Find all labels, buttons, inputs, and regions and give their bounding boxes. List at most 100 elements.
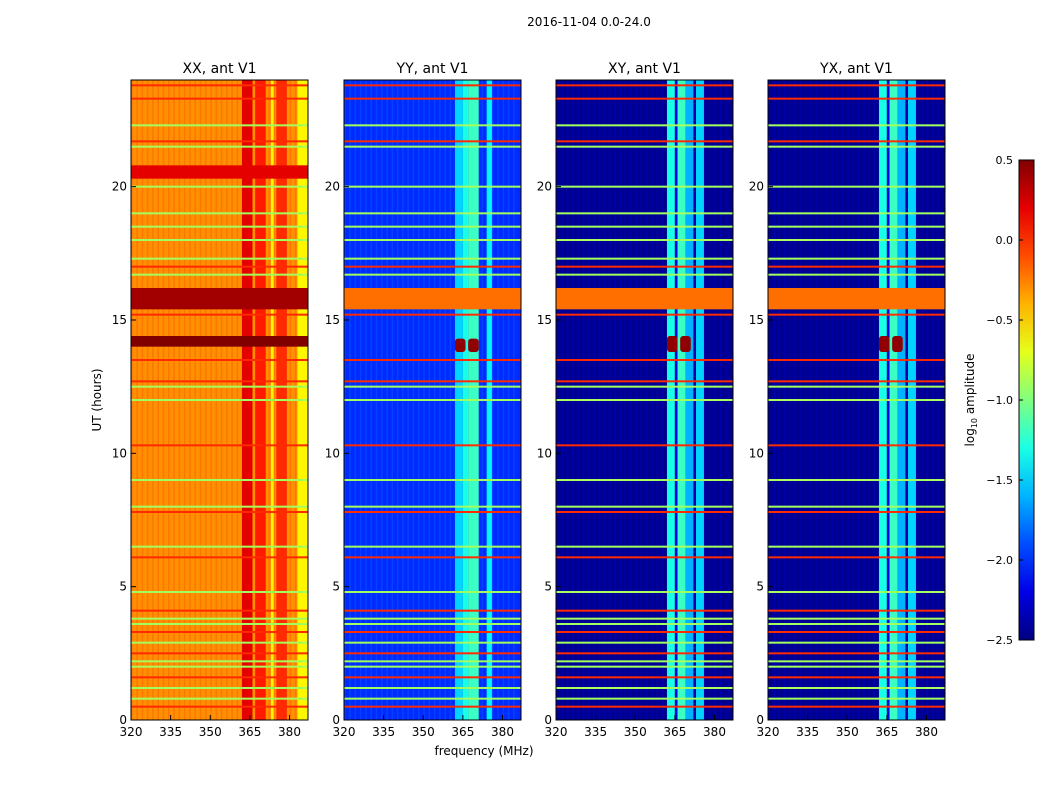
rfi-line-red [344, 631, 521, 633]
y-tick-label: 20 [749, 180, 764, 194]
x-tick-label: 335 [796, 725, 819, 739]
y-tick-label: 0 [544, 713, 552, 727]
rfi-line-green [556, 623, 733, 625]
rfi-line-red [556, 556, 733, 559]
rfi-line-red [131, 511, 308, 513]
rfi-line-green [768, 239, 945, 241]
rfi-line-green [768, 623, 945, 625]
rfi-line-green [344, 641, 521, 644]
rfi-line-green [768, 185, 945, 188]
y-tick-label: 10 [325, 446, 340, 460]
rfi-line-green [556, 665, 733, 668]
rfi-line-green [344, 505, 521, 508]
y-tick-label: 15 [112, 313, 127, 327]
y-tick-label: 0 [332, 713, 340, 727]
heatmap-hotspot [892, 336, 903, 352]
rfi-line-red [768, 652, 945, 655]
y-tick-label: 10 [112, 446, 127, 460]
rfi-line-red [131, 140, 308, 143]
rfi-line-green [131, 399, 308, 401]
rfi-line-red [344, 556, 521, 559]
rfi-line-green [344, 623, 521, 625]
rfi-line-green [556, 399, 733, 401]
rfi-line-red [131, 313, 308, 316]
rfi-line-green [344, 212, 521, 215]
rfi-line-red [768, 631, 945, 633]
rfi-line-green [344, 591, 521, 593]
rfi-line-red [344, 84, 521, 87]
rfi-line-green [131, 641, 308, 644]
rfi-line-red [131, 676, 308, 679]
rfi-line-green [556, 591, 733, 593]
rfi-line-green [768, 225, 945, 228]
rfi-line-red [131, 359, 308, 361]
rfi-line-green [768, 697, 945, 700]
rfi-line-green [344, 185, 521, 188]
panel-1: YY, ant V1 320 335 350 365 380 0 5 10 15 20 [325, 61, 522, 739]
rfi-line-red [344, 140, 521, 143]
rfi-line-green [556, 225, 733, 228]
colorbar-tick-label: −1.0 [986, 394, 1013, 407]
y-tick-label: 15 [325, 313, 340, 327]
rfi-line-green [768, 505, 945, 508]
rfi-line-red [768, 359, 945, 361]
heatmap-hotspot [878, 336, 890, 352]
heatmap-hotspot [680, 336, 691, 352]
rfi-line-red [556, 380, 733, 383]
rfi-line-green [768, 399, 945, 401]
rfi-line-red [131, 444, 308, 447]
rfi-line-green [556, 273, 733, 276]
rfi-line-green [556, 697, 733, 700]
rfi-line-red [344, 265, 521, 268]
rfi-line-green [768, 124, 945, 127]
rfi-line-red [556, 444, 733, 447]
rfi-line-green [344, 124, 521, 127]
rfi-line-red [344, 380, 521, 383]
y-tick-label: 5 [332, 580, 340, 594]
x-tick-label: 350 [199, 725, 222, 739]
y-axis-label: UT (hours) [90, 368, 104, 431]
rfi-line-green [344, 257, 521, 260]
rfi-line-red [344, 313, 521, 316]
colorbar-tick-label: 0.5 [996, 154, 1014, 167]
rfi-line-red [768, 313, 945, 316]
rfi-line-red [344, 609, 521, 612]
rfi-line-green [344, 665, 521, 668]
rfi-line-green [768, 212, 945, 215]
rfi-line-green [344, 617, 521, 620]
colorbar-tick-label: −0.5 [986, 314, 1013, 327]
rfi-line-red [768, 705, 945, 708]
rfi-line-red [556, 265, 733, 268]
rfi-line-red [556, 652, 733, 655]
rfi-line-green [556, 641, 733, 644]
panel-title: XY, ant V1 [608, 61, 681, 77]
x-axis-label: frequency (MHz) [434, 744, 533, 758]
panel-title: XX, ant V1 [183, 61, 257, 77]
rfi-line-green [344, 545, 521, 548]
rfi-line-red [556, 511, 733, 513]
heatmap-hotspot [454, 338, 466, 352]
figure-title: 2016-11-04 0.0-24.0 [527, 15, 651, 29]
x-tick-label: 335 [372, 725, 395, 739]
x-tick-label: 365 [663, 725, 686, 739]
rfi-line-red [556, 631, 733, 633]
y-tick-label: 15 [537, 313, 552, 327]
rfi-line-red [131, 265, 308, 268]
rfi-line-green [768, 257, 945, 260]
rfi-line-red [556, 359, 733, 361]
x-tick-label: 380 [491, 725, 514, 739]
rfi-line-green [131, 697, 308, 700]
rfi-line-red [556, 97, 733, 100]
rfi-line-green [344, 687, 521, 689]
rfi-line-green [556, 145, 733, 148]
y-tick-label: 20 [112, 180, 127, 194]
rfi-line-red [344, 652, 521, 655]
rfi-line-green [131, 591, 308, 593]
rfi-line-red [344, 444, 521, 447]
rfi-line-red [768, 609, 945, 612]
rfi-line-green [768, 641, 945, 644]
rfi-line-green [131, 665, 308, 668]
rfi-line-red [556, 609, 733, 612]
rfi-line-green [131, 239, 308, 241]
